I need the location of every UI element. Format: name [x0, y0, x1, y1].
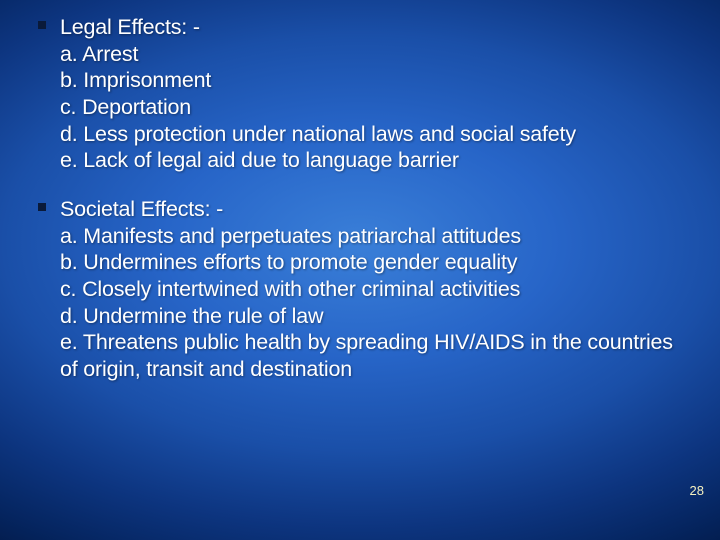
societal-item-c: c. Closely intertwined with other crimin… — [60, 277, 520, 301]
square-bullet-icon — [38, 203, 46, 211]
societal-item-a: a. Manifests and perpetuates patriarchal… — [60, 224, 521, 248]
legal-item-e: e. Lack of legal aid due to language bar… — [60, 148, 459, 172]
legal-item-b: b. Imprisonment — [60, 68, 211, 92]
legal-item-c: c. Deportation — [60, 95, 191, 119]
legal-effects-text: Legal Effects: - a. Arrest b. Imprisonme… — [60, 14, 682, 174]
societal-item-d: d. Undermine the rule of law — [60, 304, 323, 328]
square-bullet-icon — [38, 21, 46, 29]
societal-effects-text: Societal Effects: - a. Manifests and per… — [60, 196, 682, 383]
societal-item-e: e. Threatens public health by spreading … — [60, 330, 673, 381]
slide: Legal Effects: - a. Arrest b. Imprisonme… — [0, 0, 720, 540]
legal-item-a: a. Arrest — [60, 42, 138, 66]
bullet-block-legal: Legal Effects: - a. Arrest b. Imprisonme… — [38, 14, 682, 174]
legal-title: Legal Effects: - — [60, 15, 200, 39]
bullet-block-societal: Societal Effects: - a. Manifests and per… — [38, 196, 682, 383]
societal-item-b: b. Undermines efforts to promote gender … — [60, 250, 517, 274]
legal-item-d: d. Less protection under national laws a… — [60, 122, 576, 146]
page-number: 28 — [690, 483, 704, 498]
societal-title: Societal Effects: - — [60, 197, 223, 221]
